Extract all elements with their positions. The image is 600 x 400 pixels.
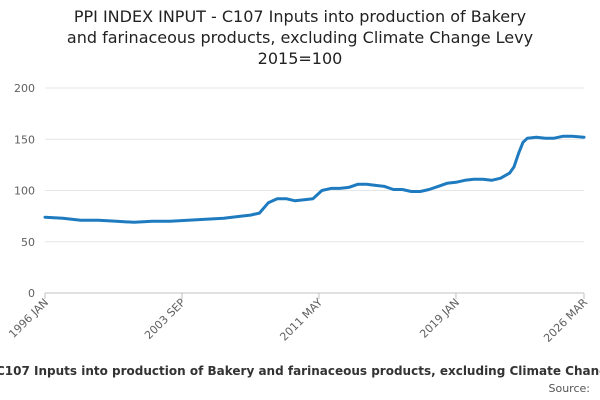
- x-tick-label: 1996 JAN: [6, 296, 51, 341]
- legend-item-label: C107 Inputs into production of Bakery an…: [0, 364, 600, 378]
- x-tick-label: 2003 SEP: [142, 296, 188, 342]
- y-tick-label: 150: [14, 133, 35, 146]
- series-line-group: [43, 134, 586, 224]
- gridlines: [45, 87, 584, 243]
- y-tick-label: 0: [28, 287, 35, 300]
- y-axis-labels: 0 50 100 150 200: [14, 82, 35, 300]
- source-label: Source:: [548, 382, 591, 395]
- x-tick-label: 2019 JAN: [417, 296, 462, 341]
- y-tick-label: 200: [14, 82, 35, 95]
- y-tick-label: 100: [14, 185, 35, 198]
- legend: C107 Inputs into production of Bakery an…: [0, 364, 600, 382]
- chart-title-line: PPI INDEX INPUT - C107 Inputs into produ…: [73, 7, 527, 26]
- chart-title-line: and farinaceous products, excluding Clim…: [66, 28, 534, 47]
- x-tick-label: 2011 MAY: [277, 296, 325, 344]
- chart-title: PPI INDEX INPUT - C107 Inputs into produ…: [0, 6, 600, 69]
- chart-title-line: 2015=100: [257, 49, 343, 68]
- y-tick-label: 50: [21, 236, 35, 249]
- x-axis: 1996 JAN 2003 SEP 2011 MAY 2019 JAN 2026 MAR: [6, 292, 590, 345]
- x-tick-label: 2026 MAR: [541, 296, 590, 345]
- series-line: [43, 134, 586, 224]
